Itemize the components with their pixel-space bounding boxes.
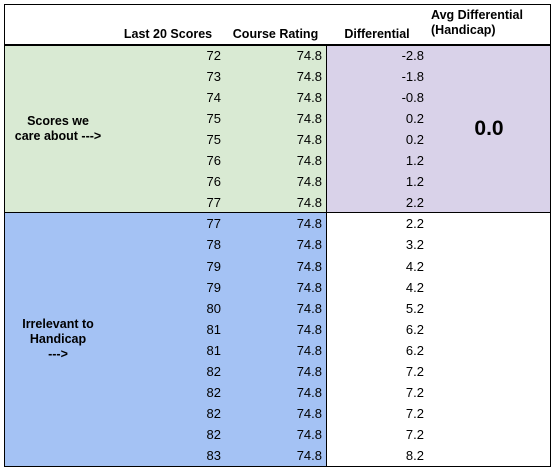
- course-rating: 74.8: [296, 258, 322, 274]
- differential: 2.2: [405, 216, 424, 232]
- group-label-line: --->: [48, 347, 68, 362]
- score: 76: [206, 174, 221, 190]
- differential: -1.8: [401, 69, 424, 85]
- score: 75: [206, 111, 221, 127]
- score: 79: [206, 279, 221, 295]
- course-rating: 74.8: [296, 216, 322, 232]
- score: 82: [206, 384, 221, 400]
- column-header: Course Rating: [232, 27, 319, 41]
- group-label-line: Handicap: [29, 332, 87, 347]
- score: 72: [206, 48, 221, 64]
- score: 75: [206, 132, 221, 148]
- course-rating: 74.8: [296, 174, 322, 190]
- differential: 6.2: [405, 342, 424, 358]
- differential: 7.2: [405, 426, 424, 442]
- course-rating: 74.8: [296, 426, 322, 442]
- column-header: Differential: [344, 27, 410, 41]
- score: 81: [206, 321, 221, 337]
- differential: 0.2: [405, 111, 424, 127]
- differential: 3.2: [405, 237, 424, 253]
- score: 82: [206, 363, 221, 379]
- course-rating: 74.8: [296, 153, 322, 169]
- group-label: Scores we care about --->: [5, 45, 111, 213]
- differential: -2.8: [401, 48, 424, 64]
- average-value: 0.0: [474, 117, 504, 141]
- group-fill: [326, 45, 550, 214]
- score: 77: [206, 195, 221, 211]
- differential: 7.2: [405, 384, 424, 400]
- course-rating: 74.8: [296, 300, 322, 316]
- course-rating: 74.8: [296, 384, 322, 400]
- course-rating: 74.8: [296, 48, 322, 64]
- score: 78: [206, 237, 221, 253]
- course-rating: 74.8: [296, 363, 322, 379]
- course-rating: 74.8: [296, 405, 322, 421]
- group-label-line: care about --->: [14, 129, 102, 144]
- differential: -0.8: [401, 90, 424, 106]
- score: 82: [206, 405, 221, 421]
- score: 74: [206, 90, 221, 106]
- differential: 6.2: [405, 321, 424, 337]
- group-fill: [326, 213, 550, 466]
- course-rating: 74.8: [296, 69, 322, 85]
- differential: 7.2: [405, 363, 424, 379]
- differential: 1.2: [405, 153, 424, 169]
- differential: 5.2: [405, 300, 424, 316]
- spreadsheet: Last 20 Scores Course Rating Differential A…: [4, 4, 551, 467]
- group-label: Irrelevant to Handicap --->: [5, 213, 111, 466]
- differential: 1.2: [405, 174, 424, 190]
- course-rating: 74.8: [296, 132, 322, 148]
- column-header: Last 20 Scores: [123, 27, 213, 41]
- header-divider: [5, 44, 550, 46]
- differential: 4.2: [405, 279, 424, 295]
- course-rating: 74.8: [296, 90, 322, 106]
- course-rating: 74.8: [296, 447, 322, 463]
- differential: 4.2: [405, 258, 424, 274]
- course-rating: 74.8: [296, 321, 322, 337]
- course-rating: 74.8: [296, 279, 322, 295]
- group-label-line: Scores we: [27, 114, 89, 129]
- differential: 7.2: [405, 405, 424, 421]
- score: 73: [206, 69, 221, 85]
- differential: 0.2: [405, 132, 424, 148]
- score: 82: [206, 426, 221, 442]
- differential: 2.2: [405, 195, 424, 211]
- column-header: Avg Differential (Handicap): [431, 8, 523, 37]
- score: 83: [206, 447, 221, 463]
- score: 80: [206, 300, 221, 316]
- group-fill: [5, 213, 326, 466]
- score: 79: [206, 258, 221, 274]
- score: 76: [206, 153, 221, 169]
- course-rating: 74.8: [296, 342, 322, 358]
- column-divider: [326, 45, 327, 466]
- group-fill: [5, 45, 326, 214]
- group-label-line: Irrelevant to: [22, 317, 94, 332]
- score: 81: [206, 342, 221, 358]
- course-rating: 74.8: [296, 195, 322, 211]
- score: 77: [206, 216, 221, 232]
- differential: 8.2: [405, 447, 424, 463]
- course-rating: 74.8: [296, 111, 322, 127]
- course-rating: 74.8: [296, 237, 322, 253]
